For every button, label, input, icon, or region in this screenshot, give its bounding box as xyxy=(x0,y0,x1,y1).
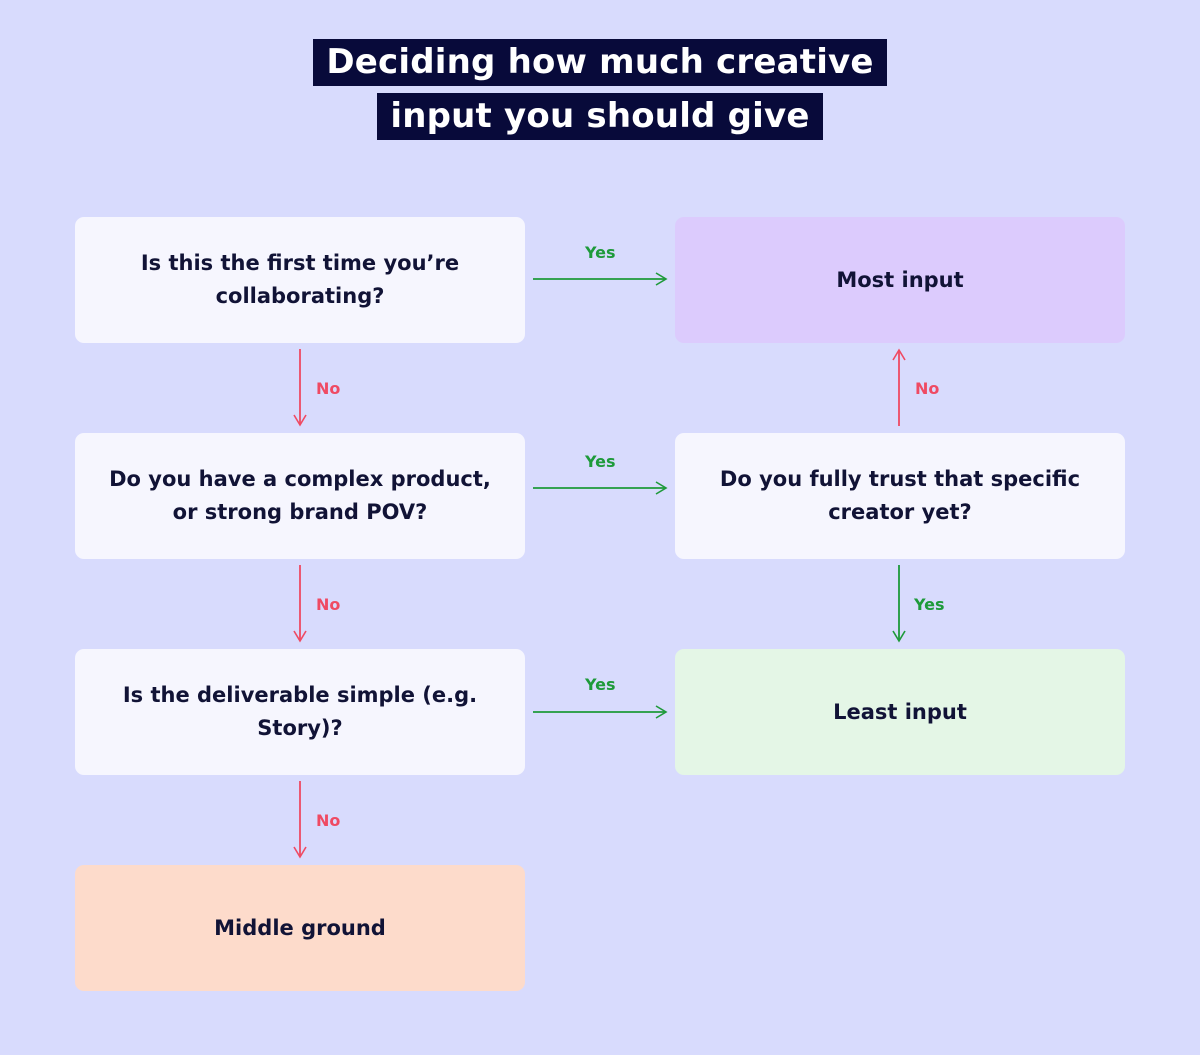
edge-label-yes-4: Yes xyxy=(914,595,945,614)
title-line-2: input you should give xyxy=(0,93,1200,140)
question-complex-product: Do you have a complex product, or strong… xyxy=(75,433,525,559)
edge-label-yes-1: Yes xyxy=(585,243,616,262)
title-text-2: input you should give xyxy=(377,93,823,140)
outcome-middle-ground-text: Middle ground xyxy=(214,915,386,940)
question-deliverable-simple: Is the deliverable simple (e.g. Story)? xyxy=(75,649,525,775)
edge-label-no-4: No xyxy=(915,379,940,398)
question-complex-product-text: Do you have a complex product, or strong… xyxy=(109,467,491,524)
edge-label-yes-2: Yes xyxy=(585,452,616,471)
edge-label-no-1: No xyxy=(316,379,341,398)
question-trust-creator-text: Do you fully trust that specific creator… xyxy=(719,467,1081,524)
edge-label-yes-3: Yes xyxy=(585,675,616,694)
outcome-most-input-text: Most input xyxy=(836,267,964,292)
outcome-least-input: Least input xyxy=(675,649,1125,775)
question-trust-creator: Do you fully trust that specific creator… xyxy=(675,433,1125,559)
title-text-1: Deciding how much creative xyxy=(313,39,887,86)
question-first-time-text: Is this the first time you’re collaborat… xyxy=(140,251,460,308)
edge-label-no-3: No xyxy=(316,811,341,830)
question-first-time-collaborating: Is this the first time you’re collaborat… xyxy=(75,217,525,343)
question-deliverable-simple-text: Is the deliverable simple (e.g. Story)? xyxy=(122,683,478,740)
title-line-1: Deciding how much creative xyxy=(0,39,1200,86)
outcome-middle-ground: Middle ground xyxy=(75,865,525,991)
edge-label-no-2: No xyxy=(316,595,341,614)
outcome-most-input: Most input xyxy=(675,217,1125,343)
outcome-least-input-text: Least input xyxy=(833,699,967,724)
